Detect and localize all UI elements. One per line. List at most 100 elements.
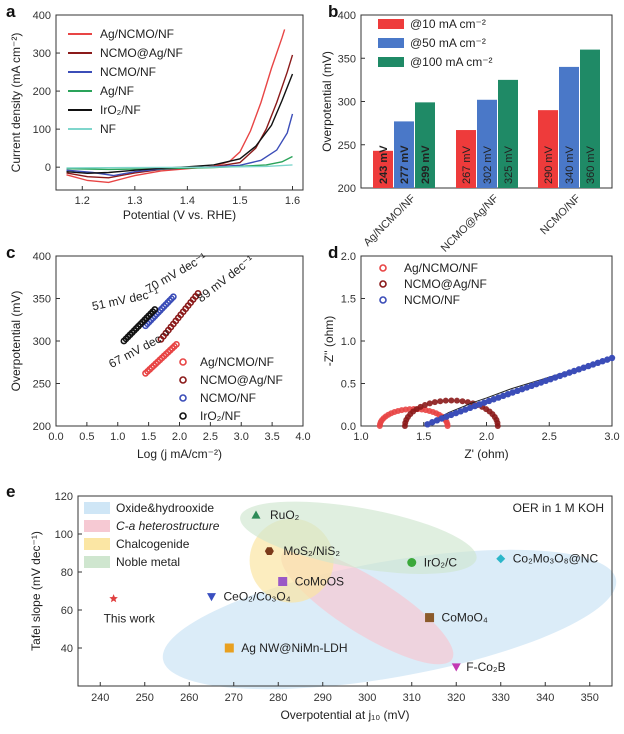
bar-b xyxy=(498,79,518,188)
data-point-e xyxy=(251,510,261,519)
legend-label-e: C-a heterostructure xyxy=(116,519,220,533)
y-tick-label-e: 120 xyxy=(55,491,73,503)
legend-marker-d xyxy=(379,264,387,272)
bar-value-label-b: 302 mV xyxy=(482,145,494,184)
legend-marker-c xyxy=(179,394,187,402)
legend-label-e: Chalcogenide xyxy=(116,537,190,551)
x-tick-label-c: 1.0 xyxy=(110,431,125,443)
slope-annotation-c: 67 mV dec⁻¹ xyxy=(106,327,172,371)
point-label-e: CeO₂/Co₃O₄ xyxy=(224,590,291,604)
x-axis-label-c: Log (j mA/cm⁻²) xyxy=(137,447,222,461)
point-label-e: CoMoOS xyxy=(295,575,344,589)
data-point-d xyxy=(431,399,438,406)
bar-b xyxy=(559,66,579,188)
bar-value-label-b: 340 mV xyxy=(564,145,576,184)
data-point-e xyxy=(109,594,118,603)
y-axis-label-d: -Z'' (ohm) xyxy=(322,316,336,367)
data-point-e xyxy=(496,554,506,564)
legend-marker-d xyxy=(379,296,387,304)
data-point-e xyxy=(407,558,417,567)
bar-value-label-b: 267 mV xyxy=(461,145,473,184)
x-tick-label-e: 290 xyxy=(314,692,332,704)
legend-swatch-e xyxy=(84,556,110,568)
data-point-d xyxy=(448,397,455,404)
x-tick-label-e: 350 xyxy=(581,692,599,704)
legend-label-b: @50 mA cm⁻² xyxy=(410,36,486,50)
y-tick-label-c: 250 xyxy=(33,379,51,391)
y-tick-label-c: 200 xyxy=(33,421,51,433)
chart-e: 240 250 260 270 280 290 300 310 320 330 340 350 40 60… xyxy=(29,491,617,722)
x-tick-label-d: 2.0 xyxy=(479,431,494,443)
y-tick-label-b: 250 xyxy=(338,140,356,152)
data-point-d xyxy=(608,354,616,362)
panel-label-e: e xyxy=(6,482,15,501)
data-point-e xyxy=(425,613,435,623)
x-tick-label-e: 320 xyxy=(447,692,465,704)
legend-label-e: Noble metal xyxy=(116,555,180,569)
x-tick-label-c: 4.0 xyxy=(295,431,310,443)
x-tick-label-e: 310 xyxy=(403,692,421,704)
data-point-d xyxy=(437,398,444,405)
point-label-e: CoMoO₄ xyxy=(442,611,488,625)
y-tick-label-b: 350 xyxy=(338,53,356,65)
x-tick-label-e: 240 xyxy=(91,692,109,704)
x-tick-label-a: 1.4 xyxy=(180,195,195,207)
x-tick-label-e: 340 xyxy=(536,692,554,704)
y-tick-label-e: 60 xyxy=(61,605,73,617)
y-tick-label-b: 400 xyxy=(338,10,356,22)
x-axis-label-d: Z' (ohm) xyxy=(464,447,508,461)
legend-label-a: Ag/NCMO/NF xyxy=(100,27,174,41)
data-point-d xyxy=(494,423,501,429)
legend-label-c: NCMO@Ag/NF xyxy=(200,373,283,387)
data-point-c xyxy=(173,340,180,348)
data-point-e xyxy=(278,577,288,586)
legend-marker-d xyxy=(379,280,387,288)
y-tick-label-d: 0.0 xyxy=(341,421,356,433)
data-point-e xyxy=(207,593,216,602)
legend-swatch-e xyxy=(84,520,110,532)
panel-label-c: c xyxy=(6,243,15,262)
x-tick-label-a: 1.6 xyxy=(285,195,300,207)
legend-label-c: IrO₂/NF xyxy=(200,409,241,423)
y-tick-label-d: 1.0 xyxy=(341,336,356,348)
y-tick-label-a: 300 xyxy=(33,48,51,60)
legend-label-a: NCMO/NF xyxy=(100,65,156,79)
plot-c-frame xyxy=(55,255,304,427)
data-point-d xyxy=(421,402,428,409)
bar-b xyxy=(538,110,558,188)
legend-label-a: Ag/NF xyxy=(100,84,134,98)
legend-label-b: @100 mA cm⁻² xyxy=(410,55,493,69)
legend-label-d: NCMO/NF xyxy=(404,293,460,307)
x-axis-label-a: Potential (V vs. RHE) xyxy=(123,208,236,222)
x-tick-label-c: 3.0 xyxy=(234,431,249,443)
y-tick-label-c: 300 xyxy=(33,336,51,348)
legend-swatch-b xyxy=(378,57,404,67)
bar-value-label-b: 243 mV xyxy=(378,145,390,184)
legend-label-d: NCMO@Ag/NF xyxy=(404,277,487,291)
x-tick-label-c: 1.5 xyxy=(141,431,156,443)
x-tick-label-e: 260 xyxy=(180,692,198,704)
legend-label-a: NF xyxy=(100,122,116,136)
category-label-b: NCMO/NF xyxy=(538,192,583,237)
slope-annotation-c: 70 mV dec⁻¹ xyxy=(143,250,209,296)
point-label-e: Ag NW@NiMn-LDH xyxy=(241,641,347,655)
data-point-e xyxy=(224,643,234,653)
y-tick-label-d: 0.5 xyxy=(341,379,356,391)
x-tick-label-e: 330 xyxy=(492,692,510,704)
x-tick-label-c: 2.0 xyxy=(172,431,187,443)
x-tick-label-a: 1.5 xyxy=(232,195,247,207)
x-tick-label-c: 0.5 xyxy=(79,431,94,443)
y-tick-label-a: 400 xyxy=(33,10,51,22)
point-label-e: F-Co₂B xyxy=(466,660,505,674)
chart-d: 1.0 1.5 2.0 2.5 3.0 0.0 0.5 1.0 1.5 2.0 Z' (ohm) -Z… xyxy=(322,251,620,461)
y-axis-label-a: Current density (mA cm⁻²) xyxy=(9,33,23,173)
y-tick-label-e: 100 xyxy=(55,529,73,541)
x-tick-label-a: 1.2 xyxy=(75,195,90,207)
y-tick-label-b: 200 xyxy=(338,183,356,195)
bar-b xyxy=(477,99,497,188)
point-label-e: MoS₂/NiS₂ xyxy=(283,544,340,558)
bar-value-label-b: 360 mV xyxy=(585,145,597,184)
legend-label-a: IrO₂/NF xyxy=(100,103,141,117)
y-tick-label-c: 350 xyxy=(33,294,51,306)
panel-label-a: a xyxy=(6,2,16,21)
